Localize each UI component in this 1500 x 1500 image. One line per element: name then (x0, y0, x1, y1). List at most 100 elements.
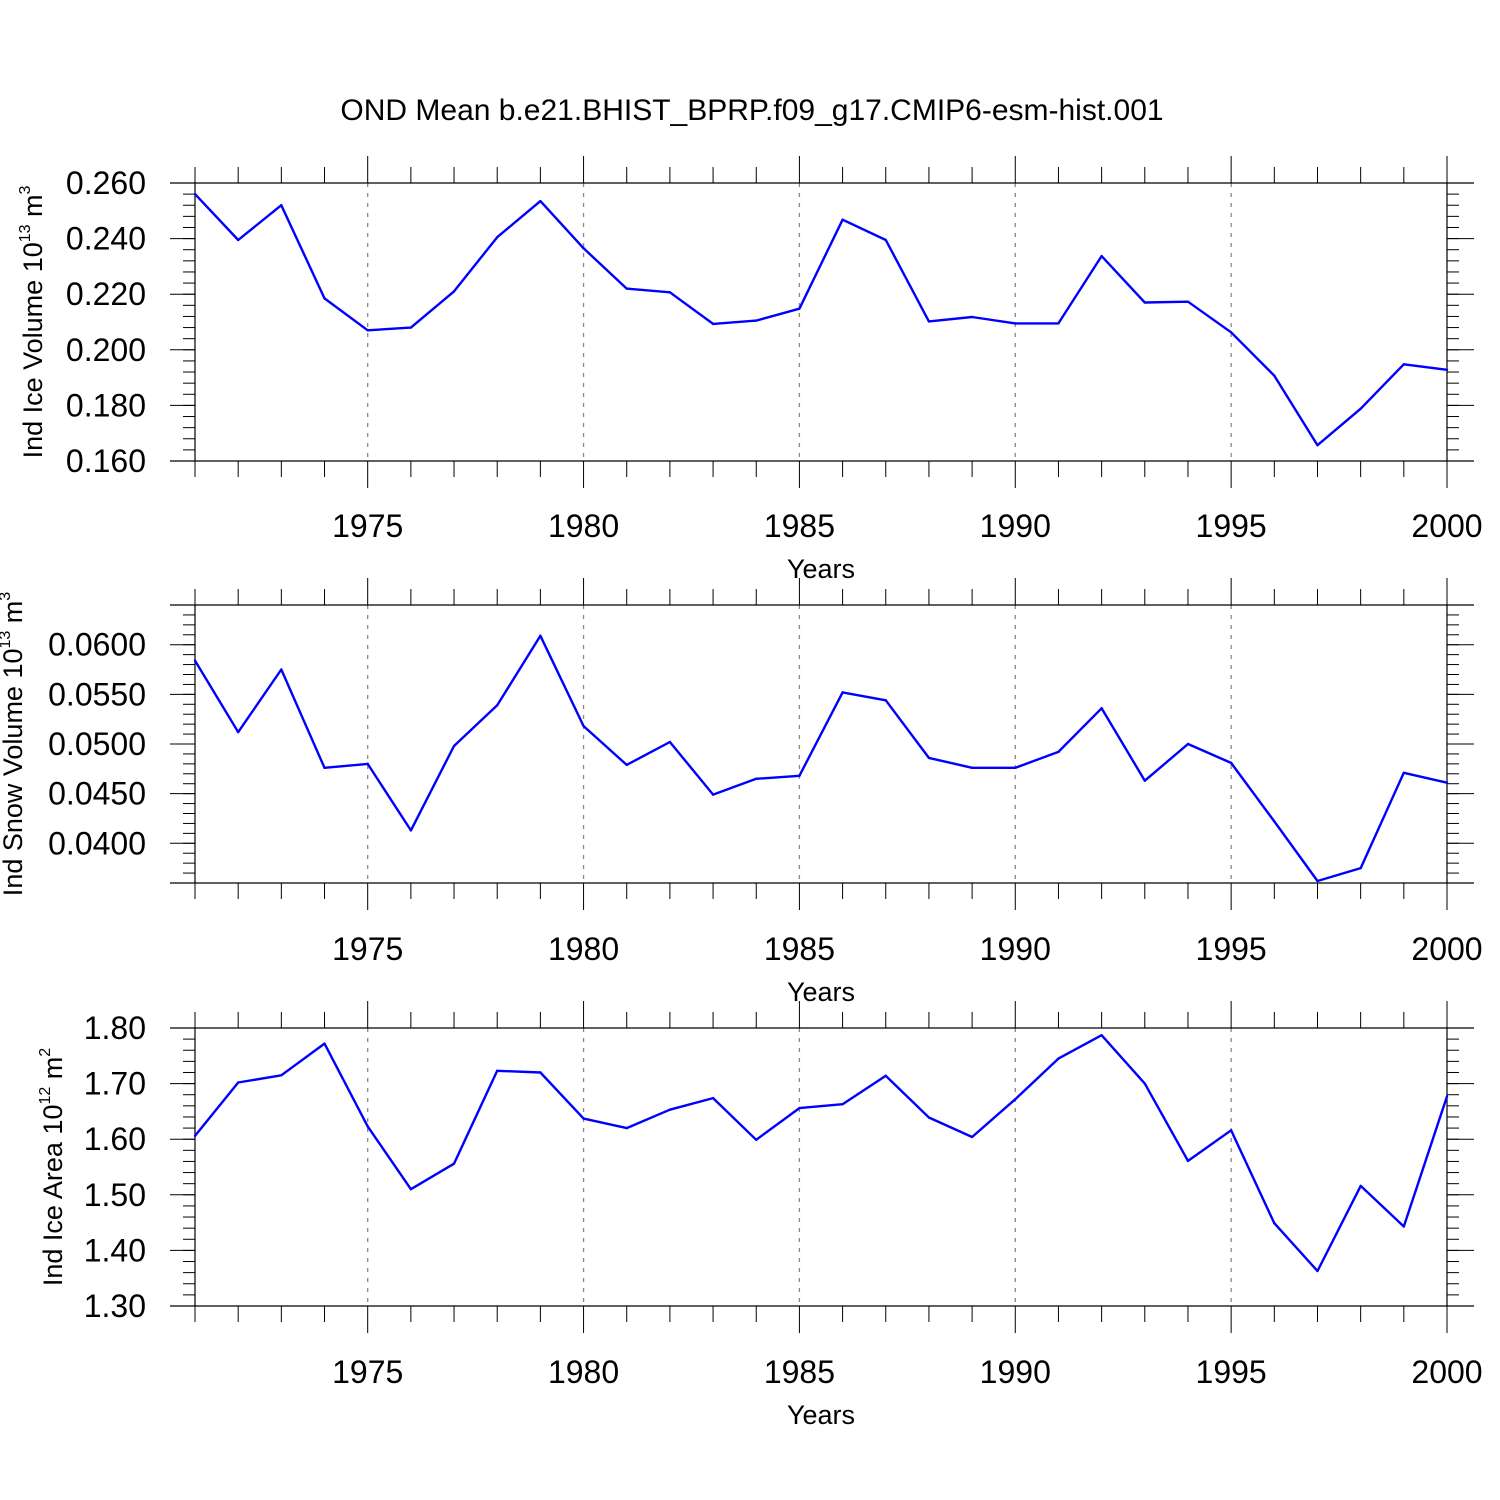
data-point (841, 691, 844, 694)
data-point (798, 774, 801, 777)
x-tick-label: 1975 (332, 931, 403, 967)
panel-ice-area: 1975 1980 1985 1990 1995 2000 Years 1.30 1.40 1.5… (37, 1001, 1483, 1430)
data-point (366, 1125, 369, 1128)
data-point (927, 1116, 931, 1119)
data-point (452, 1162, 456, 1165)
y-tick-label: 0.160 (66, 443, 146, 479)
data-point (366, 329, 369, 332)
data-point (927, 320, 931, 323)
data-point (193, 192, 197, 196)
data-point (452, 290, 456, 293)
data-point (452, 744, 456, 748)
y-tick-label: 0.240 (66, 221, 146, 257)
y-axis-label: Ind Ice Area 1012 m2 (37, 1048, 68, 1286)
data-point (1186, 742, 1190, 746)
data-point (625, 1126, 628, 1130)
y-axis-label-unit-exponent: 3 (0, 592, 14, 601)
data-point (582, 724, 585, 728)
data-point (711, 322, 715, 326)
data-point (1359, 866, 1362, 870)
y-tick-label: 0.0450 (48, 776, 146, 812)
series-line-ice-volume (194, 193, 1448, 447)
data-point (1359, 1184, 1362, 1188)
data-point (711, 793, 715, 796)
data-point (1014, 1097, 1017, 1101)
y-tick-label: 1.70 (84, 1066, 146, 1102)
y-tick-label: 1.80 (84, 1010, 146, 1046)
data-point (884, 699, 887, 702)
y-axis-label-unit-exponent: 3 (17, 185, 34, 194)
data-point (1273, 374, 1276, 377)
data-point (1014, 766, 1017, 770)
x-tick-label: 1990 (980, 1354, 1051, 1390)
data-point (1229, 331, 1233, 334)
data-point (711, 1096, 715, 1100)
y-tick-label: 1.60 (84, 1121, 146, 1157)
data-point (409, 1188, 413, 1191)
data-point (1316, 879, 1319, 883)
data-point (668, 740, 672, 744)
x-axis-label: Years (787, 977, 855, 1007)
x-tick-label: 1985 (764, 1354, 835, 1390)
data-point (323, 297, 326, 300)
data-point (798, 307, 801, 310)
data-point (668, 1108, 672, 1111)
y-tick-label: 0.0500 (48, 726, 146, 762)
y-axis-label-main: Ind Ice Area 10 (38, 1105, 68, 1287)
data-point (1057, 1057, 1060, 1060)
data-point (1186, 1159, 1190, 1163)
data-point (539, 1071, 542, 1074)
y-axis-label-unit: m (38, 1057, 68, 1087)
data-point (1057, 322, 1060, 325)
data-point (755, 777, 758, 780)
x-axis-label: Years (787, 554, 855, 584)
y-axis-label-unit: m (18, 194, 48, 224)
y-axis-label-exponent: 12 (37, 1087, 54, 1105)
data-point (496, 704, 499, 707)
x-tick-label: 1980 (548, 931, 619, 967)
data-point (668, 291, 672, 294)
data-point (366, 762, 369, 766)
y-tick-label: 1.40 (84, 1232, 146, 1268)
x-tick-label: 2000 (1411, 931, 1482, 967)
data-point (755, 1138, 758, 1141)
data-point (193, 1134, 197, 1138)
data-point (280, 1074, 283, 1077)
y-tick-label: 0.200 (66, 332, 146, 368)
data-point (539, 199, 542, 203)
y-tick-label: 0.260 (66, 165, 146, 201)
y-axis-label: Ind Snow Volume 1013 m3 (0, 592, 28, 896)
panel-ice-volume: 1975 1980 1985 1990 1995 2000 Years 0.160 0.180 0… (17, 156, 1483, 584)
data-point (1143, 1082, 1146, 1085)
x-tick-label: 1975 (332, 508, 403, 544)
data-point (1100, 254, 1103, 258)
data-point (927, 756, 931, 760)
data-point (625, 763, 628, 767)
data-point (496, 236, 499, 239)
x-tick-label: 1980 (548, 508, 619, 544)
x-tick-label: 1980 (548, 1354, 619, 1390)
data-point (1273, 1221, 1276, 1225)
y-tick-label: 0.0600 (48, 627, 146, 663)
y-axis-label-main: Ind Snow Volume 10 (0, 649, 28, 897)
data-point (280, 668, 283, 671)
data-point (323, 766, 326, 770)
data-point (236, 1081, 240, 1084)
y-tick-label: 1.50 (84, 1177, 146, 1213)
x-tick-label: 1985 (764, 931, 835, 967)
x-tick-label: 1995 (1196, 508, 1267, 544)
data-point (1445, 781, 1449, 784)
data-point (280, 204, 283, 207)
data-point (625, 287, 628, 290)
data-point (1186, 300, 1190, 303)
data-point (1100, 707, 1103, 710)
data-point (409, 829, 413, 832)
x-tick-label: 1995 (1196, 931, 1267, 967)
y-axis-label-main: Ind Ice Volume 10 (18, 242, 48, 458)
series-line-ice-area (194, 1033, 1449, 1273)
data-point (582, 1117, 585, 1120)
data-point (1100, 1034, 1103, 1037)
y-tick-label: 1.30 (84, 1288, 146, 1324)
y-tick-label: 0.0550 (48, 676, 146, 712)
data-point (193, 659, 197, 662)
